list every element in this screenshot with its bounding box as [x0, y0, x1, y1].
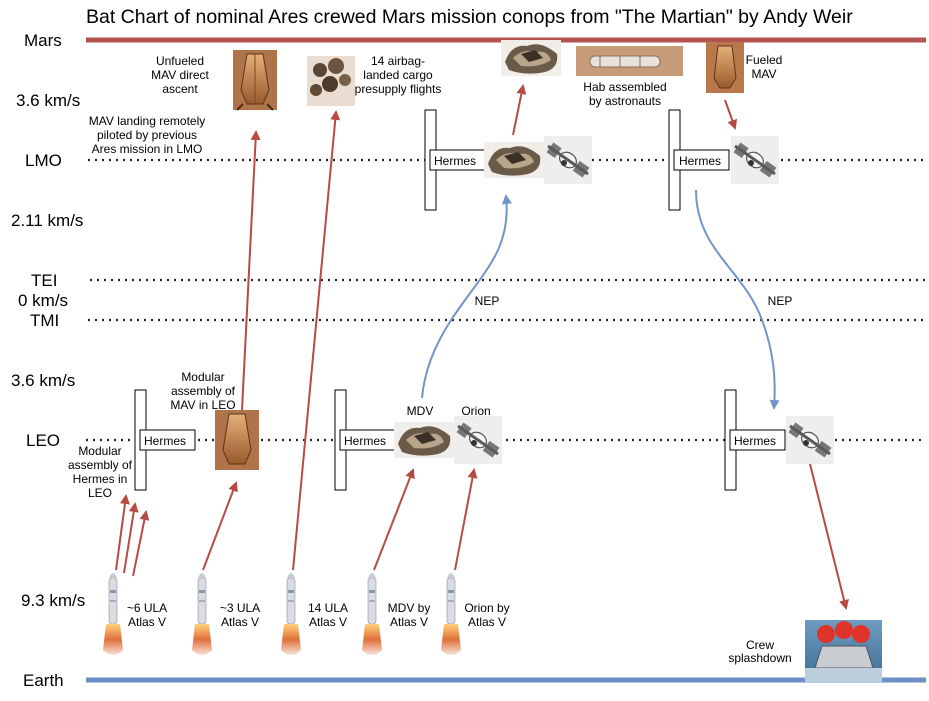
note-modular-hermes-1: Modular [78, 444, 121, 458]
nep-outbound-arrow [421, 194, 512, 399]
hermes-label: Hermes [679, 154, 721, 168]
mdv-landed-image [501, 40, 561, 76]
note-fueled-mav-1: Fueled [746, 53, 783, 67]
launch-label-1-line2: Atlas V [128, 615, 166, 629]
orion-leo-return-image [784, 414, 836, 466]
arrow-mav-direct-ascent [241, 130, 261, 411]
note-airbag-cargo-1: 14 airbag- [371, 54, 425, 68]
orion-lmo-return-image [729, 134, 781, 186]
hermes-label: Hermes [434, 154, 476, 168]
mdv-leo-image [394, 422, 454, 458]
mav-fueled-image [706, 42, 744, 93]
launch-label-5-line2: Atlas V [468, 615, 506, 629]
note-modular-hermes-2: assembly of [68, 458, 133, 472]
note-splashdown-2: splashdown [728, 651, 791, 665]
hab-image [576, 46, 683, 76]
note-modular-hermes-4: LEO [88, 486, 112, 500]
mav-leo-image [215, 410, 259, 470]
hermes-leo-assembly: Hermes [134, 389, 196, 491]
label-dv-lmo-tei: 2.11 km/s [11, 211, 83, 230]
label-lmo: LMO [25, 151, 62, 170]
launch-label-2-line2: Atlas V [221, 615, 259, 629]
arrow-mav-ascent-lmo [724, 99, 738, 130]
label-earth: Earth [23, 671, 64, 690]
launch-label-4-line1: MDV by [388, 601, 431, 615]
nep-return-arrow [695, 189, 780, 410]
rocket-mdv-launch [361, 572, 383, 656]
launch-label-5-line1: Orion by [464, 601, 509, 615]
note-modular-mav-3: MAV in LEO [170, 398, 235, 412]
note-mav-remote-3: Ares mission in LMO [92, 142, 203, 156]
label-dv-tmi-leo: 3.6 km/s [11, 371, 75, 390]
label-leo: LEO [26, 431, 60, 450]
arrow-mdv-launch [373, 468, 415, 571]
label-dv-tei-tmi: 0 km/s [18, 291, 68, 310]
note-modular-mav-1: Modular [181, 370, 224, 384]
note-airbag-cargo-2: landed cargo [363, 68, 433, 82]
note-unfueled-mav-3: ascent [162, 82, 198, 96]
orion-leo-image [452, 414, 504, 466]
arrow-cargo-launch [292, 110, 341, 571]
orion-lmo-image [542, 134, 594, 186]
launch-label-3-line1: 14 ULA [308, 601, 348, 615]
arrow-splashdown [809, 463, 849, 610]
note-hab-1: Hab assembled [583, 80, 666, 94]
mdv-lmo-image [484, 142, 544, 178]
note-nep-return: NEP [768, 294, 793, 308]
hermes-leo-return: Hermes [724, 389, 786, 491]
splashdown-image [805, 620, 882, 682]
cargo-pods-image [307, 56, 355, 106]
arrow-hermes-launch-1 [115, 494, 130, 571]
launch-label-2-line1: ~3 ULA [220, 601, 260, 615]
label-mars: Mars [24, 31, 62, 50]
launch-label-4-line2: Atlas V [390, 615, 428, 629]
hermes-label: Hermes [344, 434, 386, 448]
note-fueled-mav-2: MAV [751, 67, 776, 81]
rocket-cargo-launch [280, 572, 302, 656]
note-splashdown-1: Crew [746, 638, 774, 652]
note-airbag-cargo-3: presupply flights [355, 82, 442, 96]
arrow-mdv-descent [512, 84, 527, 136]
hermes-label: Hermes [144, 434, 186, 448]
arrow-hermes-launch-2 [123, 502, 139, 574]
label-dv-leo-earth: 9.3 km/s [21, 591, 85, 610]
hermes-lmo-arrival: Hermes [424, 109, 486, 211]
chart-title: Bat Chart of nominal Ares crewed Mars mi… [86, 6, 853, 28]
label-tei: TEI [31, 271, 57, 290]
note-mdv: MDV [407, 404, 434, 418]
rocket-orion-launch [440, 572, 462, 656]
hermes-label: Hermes [734, 434, 776, 448]
note-mav-remote-2: piloted by previous [97, 128, 197, 142]
launch-label-3-line2: Atlas V [309, 615, 347, 629]
note-unfueled-mav-1: Unfueled [156, 54, 204, 68]
arrow-hermes-launch-3 [132, 510, 150, 577]
rocket-hermes-launch [102, 572, 124, 656]
rocket-mav-launch [191, 572, 213, 656]
note-orion: Orion [461, 404, 490, 418]
hermes-leo-departure: Hermes [334, 389, 396, 491]
note-modular-mav-2: assembly of [171, 384, 236, 398]
note-mav-remote-1: MAV landing remotely [89, 114, 206, 128]
label-tmi: TMI [30, 311, 59, 330]
arrow-mav-launch [202, 481, 238, 571]
mav-unfueled-image [232, 49, 278, 111]
arrow-orion-launch [454, 468, 478, 571]
label-dv-mars-lmo: 3.6 km/s [16, 91, 80, 110]
hermes-lmo-departure: Hermes [668, 109, 730, 211]
note-nep-outbound: NEP [475, 294, 500, 308]
launch-label-1-line1: ~6 ULA [127, 601, 167, 615]
note-unfueled-mav-2: MAV direct [151, 68, 209, 82]
note-hab-2: by astronauts [589, 94, 661, 108]
note-modular-hermes-3: Hermes in [73, 472, 128, 486]
